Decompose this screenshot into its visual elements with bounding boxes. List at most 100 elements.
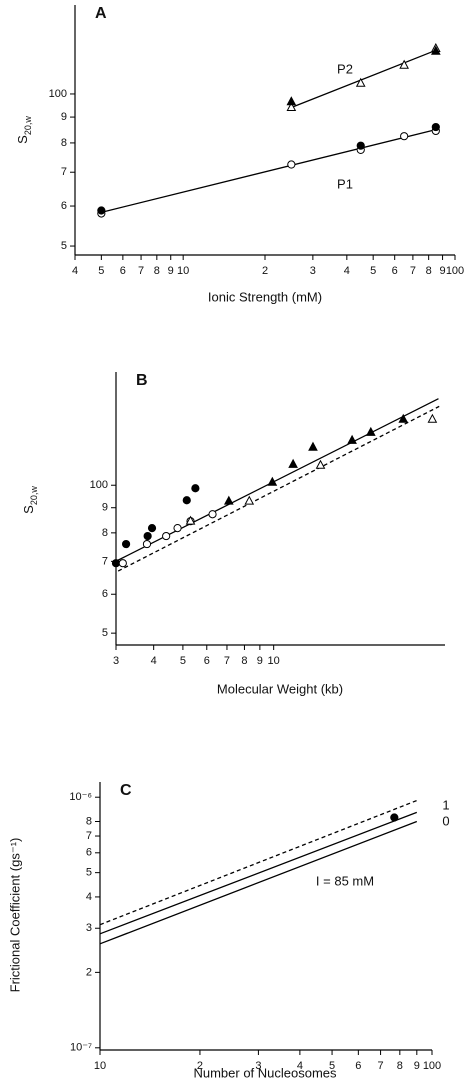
- point: [244, 495, 255, 505]
- fit-line: [117, 398, 439, 561]
- y-tick-label: 100: [90, 479, 108, 491]
- fit-line: [99, 820, 418, 945]
- fit-line: [291, 49, 437, 109]
- y-tick-label: 5: [86, 867, 92, 879]
- point: [355, 77, 366, 87]
- y-axis-title-sub: 20,w: [29, 486, 39, 506]
- x-tick-label: 7: [410, 265, 416, 277]
- point: [121, 539, 131, 549]
- y-tick-label: 8: [61, 137, 67, 149]
- x-tick-label: 3: [310, 265, 316, 277]
- y-tick-label: 7: [102, 555, 108, 567]
- y-tick-label: 7: [61, 166, 67, 178]
- point: [399, 59, 409, 69]
- y-tick-label: 6: [86, 847, 92, 859]
- point: [356, 141, 365, 150]
- x-tick-label: 5: [370, 265, 376, 277]
- x-tick-label: 8: [241, 655, 247, 667]
- point: [223, 495, 234, 505]
- y-tick-label: 8: [102, 527, 108, 539]
- point: [147, 524, 157, 533]
- point: [398, 413, 409, 423]
- x-tick-label: 4: [344, 265, 350, 277]
- panel-label: A: [95, 5, 107, 22]
- annotation: I = 85 mM: [316, 873, 374, 888]
- fit-line: [101, 128, 436, 213]
- x-tick-label: 6: [120, 265, 126, 277]
- point: [287, 160, 296, 169]
- y-tick-label: 6: [102, 588, 108, 600]
- y-tick-label: 9: [61, 111, 67, 123]
- line-label: 1: [442, 797, 449, 812]
- fit-line: [99, 799, 418, 926]
- y-axis-title: S20,w: [15, 116, 33, 144]
- x-tick-label: 5: [180, 655, 186, 667]
- panel-label: C: [120, 782, 132, 799]
- x-tick-label: 4: [151, 655, 157, 667]
- x-axis-title: Ionic Strength (mM): [208, 289, 322, 304]
- point: [142, 539, 152, 549]
- y-tick-label: 2: [86, 966, 92, 978]
- point: [288, 458, 298, 468]
- point: [315, 459, 326, 469]
- point: [365, 426, 376, 436]
- x-tick-label: 4: [297, 1060, 303, 1072]
- point: [267, 476, 278, 486]
- y-tick-label: 8: [86, 815, 92, 827]
- x-tick-label: 100: [423, 1060, 441, 1072]
- x-tick-label: 3: [255, 1060, 261, 1072]
- line-label: P2: [337, 61, 353, 76]
- x-tick-label: 10: [94, 1060, 106, 1072]
- point: [162, 531, 171, 541]
- point: [208, 510, 217, 519]
- point: [97, 206, 106, 215]
- point: [430, 45, 441, 55]
- point: [431, 122, 440, 132]
- x-tick-label: 5: [98, 265, 104, 277]
- point: [286, 101, 297, 112]
- y-tick-label: 4: [86, 891, 92, 903]
- y-tick-label: 10⁻⁶: [69, 791, 92, 803]
- point: [286, 96, 297, 106]
- x-tick-label: 10: [268, 655, 280, 667]
- x-tick-label: 9: [168, 265, 174, 277]
- x-tick-label: 9: [414, 1060, 420, 1072]
- point: [185, 515, 196, 525]
- x-tick-label: 6: [392, 265, 398, 277]
- y-tick-label: 6: [61, 200, 67, 212]
- y-tick-label: 3: [86, 922, 92, 934]
- point: [308, 441, 318, 451]
- x-tick-label: 8: [154, 265, 160, 277]
- x-tick-label: 7: [378, 1060, 384, 1072]
- y-tick-label: 7: [86, 830, 92, 842]
- x-tick-label: 3: [113, 655, 119, 667]
- point: [191, 484, 200, 493]
- y-axis-title: S20,w: [21, 486, 39, 514]
- x-tick-label: 8: [426, 265, 432, 277]
- point: [427, 413, 438, 423]
- x-tick-label: 9: [257, 655, 263, 667]
- point: [111, 559, 121, 568]
- y-axis-title-sub: 20,w: [23, 116, 33, 136]
- point: [143, 531, 152, 541]
- x-tick-label: 4: [72, 265, 78, 277]
- y-tick-label: 9: [102, 502, 108, 514]
- panel-label: B: [136, 372, 148, 389]
- x-tick-label: 100: [446, 265, 464, 277]
- y-tick-label: 5: [102, 627, 108, 639]
- y-axis-title: Frictional Coefficient (gs⁻¹): [7, 838, 22, 993]
- line-label: 0: [442, 813, 449, 828]
- point: [118, 559, 127, 568]
- fit-line: [117, 405, 440, 572]
- y-tick-label: 10⁻⁷: [70, 1042, 92, 1054]
- fit-line: [99, 811, 418, 935]
- y-tick-label: 5: [61, 240, 67, 252]
- y-axis-title-base: S: [15, 135, 30, 144]
- x-tick-label: 2: [197, 1060, 203, 1072]
- x-tick-label: 5: [329, 1060, 335, 1072]
- point: [400, 132, 409, 141]
- x-tick-label: 2: [262, 265, 268, 277]
- y-axis-title-base: S: [21, 505, 36, 514]
- x-tick-label: 10: [177, 265, 189, 277]
